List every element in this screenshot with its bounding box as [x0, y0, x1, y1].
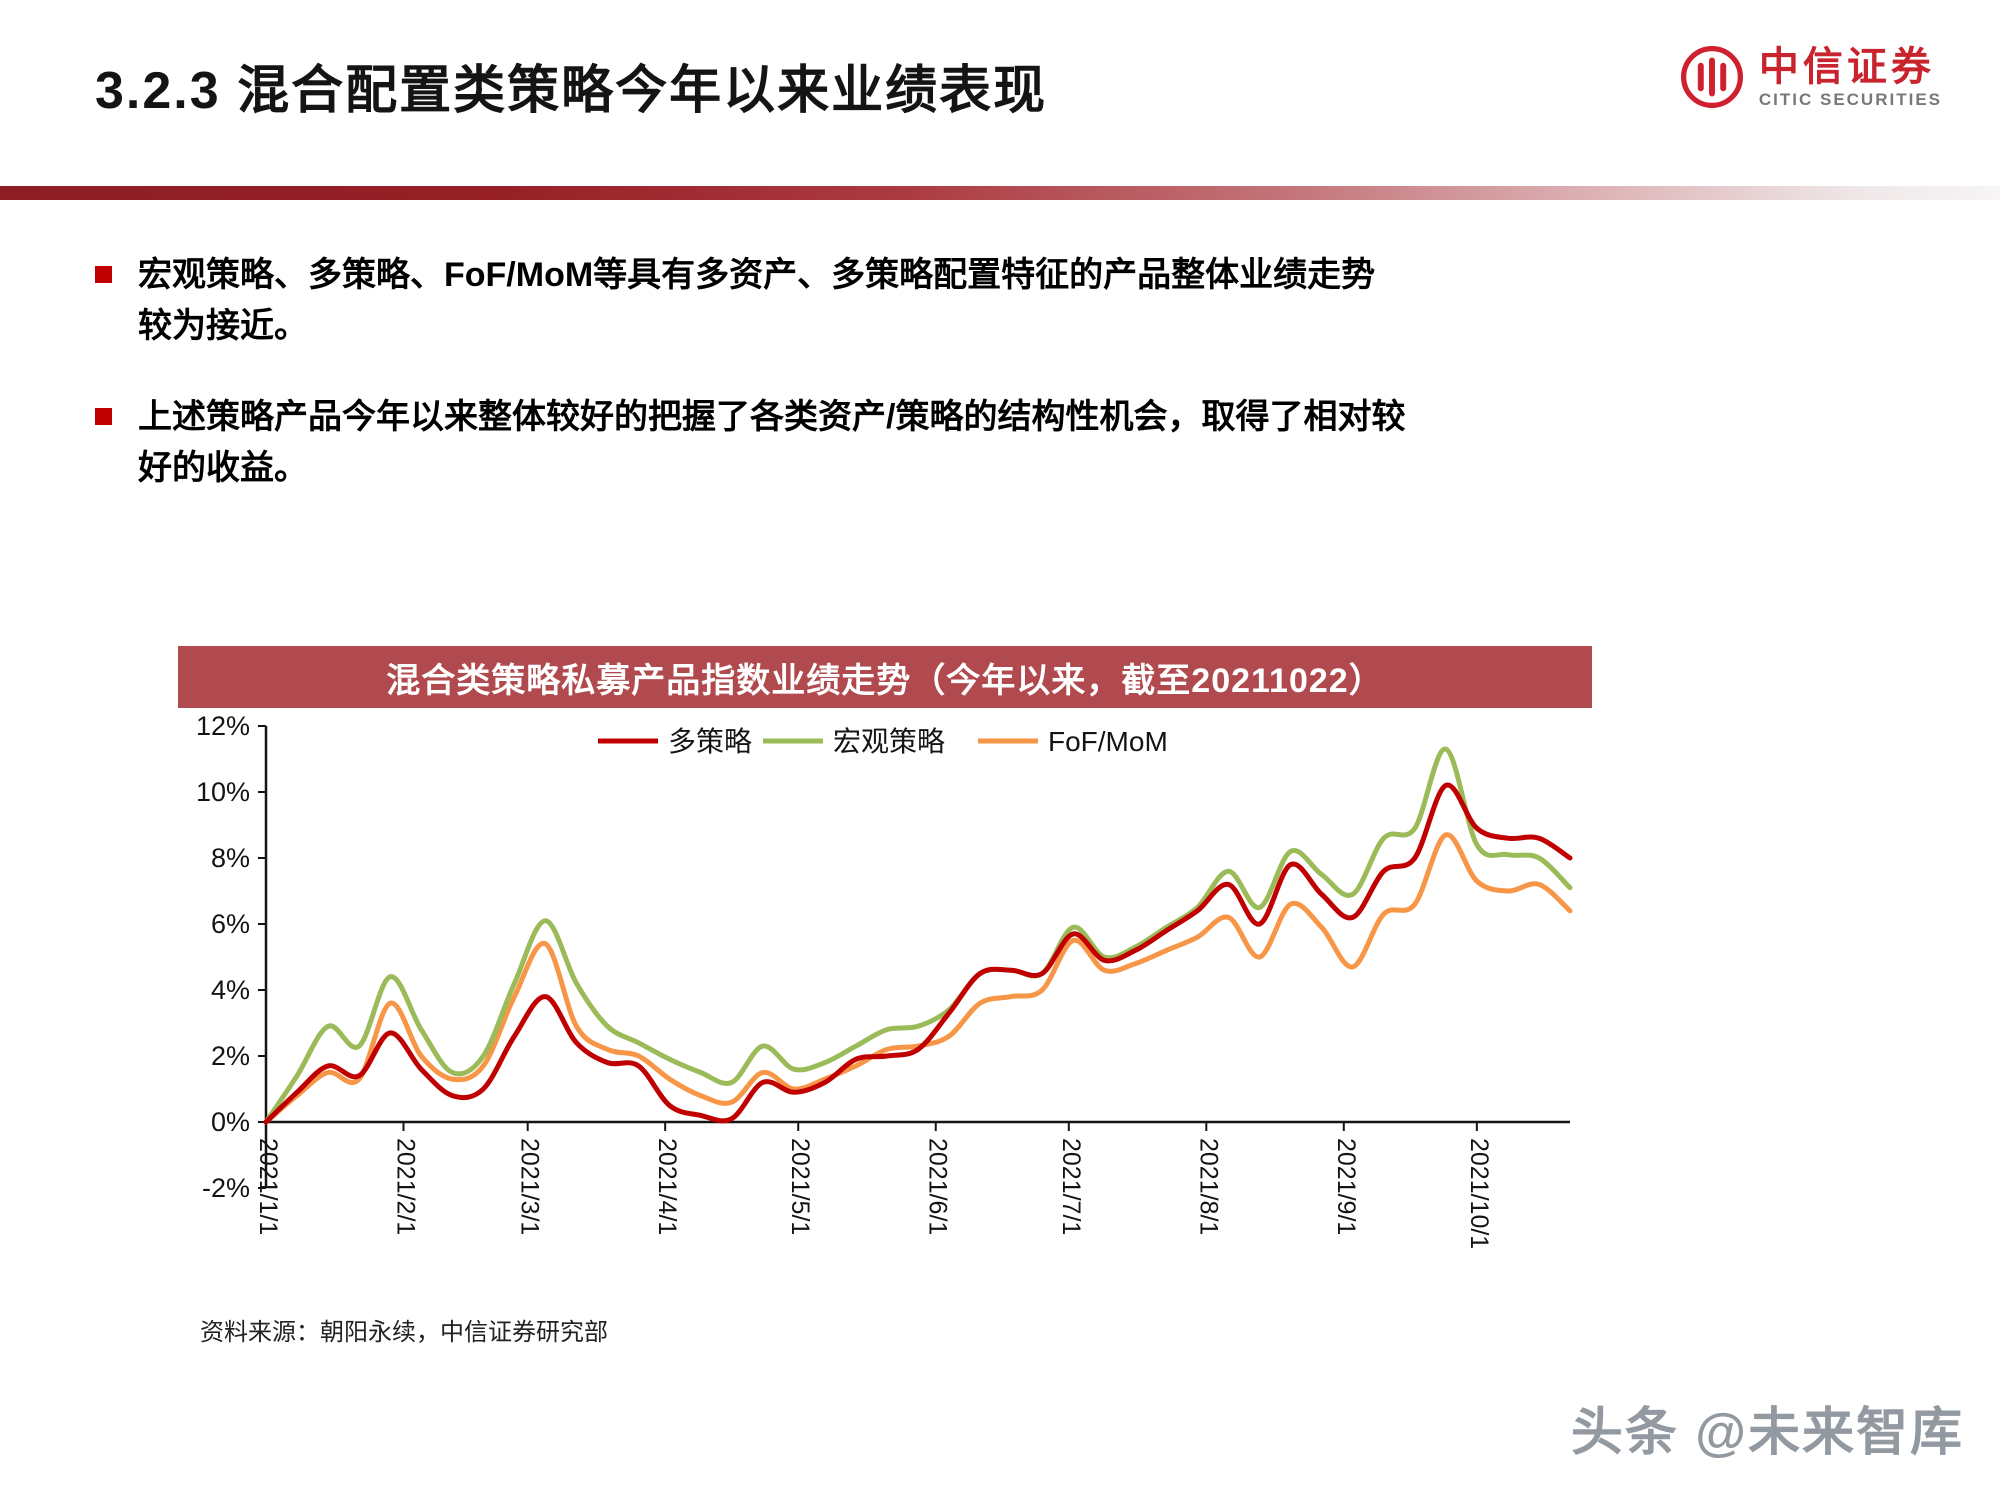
bullet-item: 宏观策略、多策略、FoF/MoM等具有多资产、多策略配置特征的产品整体业绩走势较…	[95, 250, 1515, 352]
bullet-text: 上述策略产品今年以来整体较好的把握了各类资产/策略的结构性机会，取得了相对较好的…	[138, 398, 1406, 487]
bullet-square-icon	[95, 408, 112, 425]
x-axis-label: 2021/9/1	[1332, 1138, 1360, 1235]
y-axis-label: 4%	[211, 975, 250, 1005]
y-axis-label: 6%	[211, 909, 250, 939]
legend-label: 宏观策略	[833, 726, 945, 757]
x-axis-label: 2021/3/1	[516, 1138, 544, 1235]
performance-line-chart: 12% 10% 8% 6% 4% 2% 0% -2% 2021/1/1 2021/2/1 2021/…	[178, 708, 1592, 1308]
citic-logo: 中信证券 CITIC SECURITIES	[1679, 44, 1942, 110]
x-axis-label: 2021/5/1	[786, 1138, 814, 1235]
chart-title: 混合类策略私募产品指数业绩走势（今年以来，截至20211022）	[178, 646, 1592, 708]
y-axis-label: -2%	[202, 1173, 250, 1203]
y-axis-label: 8%	[211, 843, 250, 873]
logo-text-en: CITIC SECURITIES	[1758, 89, 1942, 109]
logo-text-block: 中信证券 CITIC SECURITIES	[1759, 47, 1942, 108]
series-line	[263, 782, 1573, 1125]
watermark: 头条 @未来智库	[1570, 1404, 1964, 1462]
citic-logo-icon	[1680, 45, 1743, 109]
legend-label: FoF/MoM	[1048, 726, 1168, 757]
x-axis-label: 2021/2/1	[391, 1138, 419, 1235]
source-note: 资料来源：朝阳永续，中信证券研究部	[200, 1319, 608, 1346]
bullet-list: 宏观策略、多策略、FoF/MoM等具有多资产、多策略配置特征的产品整体业绩走势较…	[95, 250, 1515, 494]
series-line	[263, 832, 1573, 1125]
x-axis-label: 2021/8/1	[1194, 1138, 1222, 1235]
legend-label: 多策略	[668, 726, 752, 757]
bullet-square-icon	[95, 266, 112, 283]
x-axis-label: 2021/7/1	[1057, 1138, 1085, 1235]
y-axis-label: 0%	[211, 1107, 250, 1137]
x-axis-label: 2021/4/1	[653, 1138, 681, 1235]
x-axis-label: 2021/6/1	[924, 1138, 952, 1235]
chart-card: 混合类策略私募产品指数业绩走势（今年以来，截至20211022） 12% 10% 8…	[178, 646, 1592, 1308]
bullet-text: 宏观策略、多策略、FoF/MoM等具有多资产、多策略配置特征的产品整体业绩走势较…	[138, 256, 1376, 345]
page-title: 3.2.3 混合配置类策略今年以来业绩表现	[95, 62, 1048, 120]
y-axis-label: 12%	[196, 711, 250, 741]
title-divider-bar	[0, 186, 2000, 200]
series-line	[263, 746, 1573, 1125]
bullet-item: 上述策略产品今年以来整体较好的把握了各类资产/策略的结构性机会，取得了相对较好的…	[95, 392, 1515, 494]
y-axis-label: 10%	[196, 777, 250, 807]
logo-text-cn: 中信证券	[1758, 44, 1935, 89]
x-axis-label: 2021/1/1	[254, 1138, 282, 1235]
x-axis-label: 2021/10/1	[1465, 1138, 1493, 1249]
y-axis-label: 2%	[211, 1041, 250, 1071]
